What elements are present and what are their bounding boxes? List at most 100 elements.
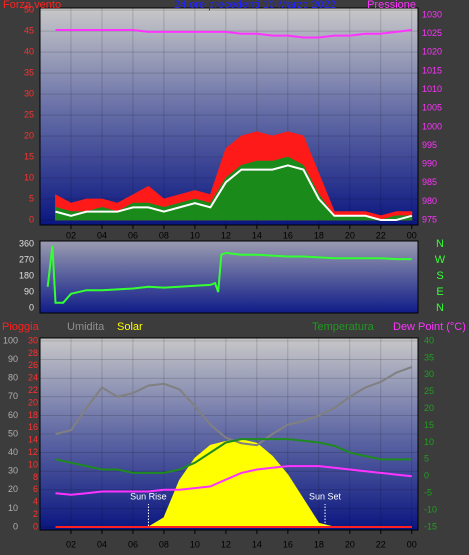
y2-tick-label: 1005 <box>422 103 442 113</box>
y3-tick-label: 14 <box>28 435 38 445</box>
legend-item: Pioggia <box>2 321 40 333</box>
series-line <box>55 465 412 496</box>
y-tick-label: 10 <box>8 503 18 513</box>
y-tick-label: 40 <box>8 447 18 457</box>
y3-tick-label: 4 <box>33 497 38 507</box>
y3-tick-label: 8 <box>33 472 38 482</box>
legend-item: Umidita <box>67 321 105 333</box>
y2-tick-label: 20 <box>424 403 434 413</box>
x-tick-label: 00 <box>407 230 417 240</box>
y-tick-label: 15 <box>24 151 34 161</box>
y-tick-label: 30 <box>24 88 34 98</box>
y3-tick-label: 0 <box>33 521 38 531</box>
chart-title: 24 ore precedenti 10 Marzo 2022 <box>174 0 336 11</box>
y-tick-label: 90 <box>8 354 18 364</box>
annotation: Sun Rise <box>130 491 167 501</box>
y2-tick-label: 1000 <box>422 121 442 131</box>
y3-tick-label: 20 <box>28 397 38 407</box>
series-line <box>55 438 412 474</box>
legend-item: Dew Point (°C) <box>393 321 466 333</box>
y2-tick-label: 980 <box>422 196 437 206</box>
plot-area <box>39 240 419 314</box>
series-line <box>55 164 413 221</box>
y2-tick-label: 1020 <box>422 47 442 57</box>
y2-tick-label: E <box>436 286 443 298</box>
x-tick-label: 10 <box>190 230 200 240</box>
annotation: Sun Set <box>309 491 342 501</box>
y2-tick-label: 990 <box>422 159 437 169</box>
y3-tick-label: 26 <box>28 360 38 370</box>
y2-tick-label: -5 <box>424 488 432 498</box>
y2-tick-label: S <box>436 270 443 282</box>
y3-tick-label: 30 <box>28 335 38 345</box>
x-tick-label: 04 <box>97 230 107 240</box>
series-line <box>55 29 412 39</box>
legend-item: Solar <box>117 321 143 333</box>
x-tick-label: 14 <box>252 230 262 240</box>
y-tick-label: 0 <box>29 302 34 312</box>
x-tick-label: 06 <box>128 230 138 240</box>
x-tick-label: 20 <box>345 230 355 240</box>
y-tick-label: 5 <box>29 193 34 203</box>
y3-tick-label: 24 <box>28 373 38 383</box>
series-line <box>46 245 412 304</box>
x-tick-label: 18 <box>314 230 324 240</box>
x-tick-label: 12 <box>221 539 231 549</box>
y3-tick-label: 12 <box>28 447 38 457</box>
y2-tick-label: N <box>436 302 444 314</box>
y2-tick-label: 5 <box>424 454 429 464</box>
y-tick-label: 100 <box>3 335 18 345</box>
y-tick-label: 180 <box>19 270 34 280</box>
y-tick-label: 20 <box>24 130 34 140</box>
x-tick-label: 10 <box>190 539 200 549</box>
y3-tick-label: 2 <box>33 509 38 519</box>
y-tick-label: 80 <box>8 373 18 383</box>
y-tick-label: 50 <box>8 428 18 438</box>
y2-tick-label: 985 <box>422 177 437 187</box>
y2-tick-label: -15 <box>424 521 437 531</box>
y2-tick-label: 1015 <box>422 65 442 75</box>
y-axis-label: Forza vento <box>3 0 61 11</box>
y-tick-label: 10 <box>24 172 34 182</box>
y-tick-label: 35 <box>24 67 34 77</box>
y2-tick-label: 40 <box>424 335 434 345</box>
x-tick-label: 04 <box>97 539 107 549</box>
y2-tick-label: 1025 <box>422 28 442 38</box>
y2-tick-label: 35 <box>424 352 434 362</box>
y-tick-label: 20 <box>8 484 18 494</box>
x-tick-label: 08 <box>159 539 169 549</box>
y-tick-label: 45 <box>24 25 34 35</box>
y-tick-label: 270 <box>19 254 34 264</box>
y-tick-label: 25 <box>24 109 34 119</box>
x-tick-label: 06 <box>128 539 138 549</box>
y2-tick-label: 995 <box>422 140 437 150</box>
x-tick-label: 16 <box>283 539 293 549</box>
y3-tick-label: 6 <box>33 484 38 494</box>
y-tick-label: 0 <box>29 214 34 224</box>
legend-item: Temperatura <box>312 321 375 333</box>
y-tick-label: 70 <box>8 391 18 401</box>
x-tick-label: 00 <box>407 539 417 549</box>
y-tick-label: 90 <box>24 286 34 296</box>
y2-tick-label: 0 <box>424 471 429 481</box>
x-tick-label: 20 <box>345 539 355 549</box>
y2-tick-label: 30 <box>424 369 434 379</box>
y2-tick-label: 25 <box>424 386 434 396</box>
y3-tick-label: 22 <box>28 385 38 395</box>
y-tick-label: 50 <box>24 4 34 14</box>
y2-axis-label: Pressione <box>367 0 416 11</box>
y2-tick-label: 1030 <box>422 9 442 19</box>
y2-tick-label: -10 <box>424 504 437 514</box>
x-tick-label: 02 <box>66 230 76 240</box>
y2-tick-label: N <box>436 238 444 250</box>
x-tick-label: 22 <box>376 539 386 549</box>
y-tick-label: 360 <box>19 238 34 248</box>
y3-tick-label: 18 <box>28 410 38 420</box>
y2-tick-label: 1010 <box>422 84 442 94</box>
x-tick-label: 12 <box>221 230 231 240</box>
y2-tick-label: W <box>435 254 446 266</box>
y-tick-label: 40 <box>24 46 34 56</box>
x-tick-label: 22 <box>376 230 386 240</box>
x-tick-label: 08 <box>159 230 169 240</box>
x-tick-label: 14 <box>252 539 262 549</box>
